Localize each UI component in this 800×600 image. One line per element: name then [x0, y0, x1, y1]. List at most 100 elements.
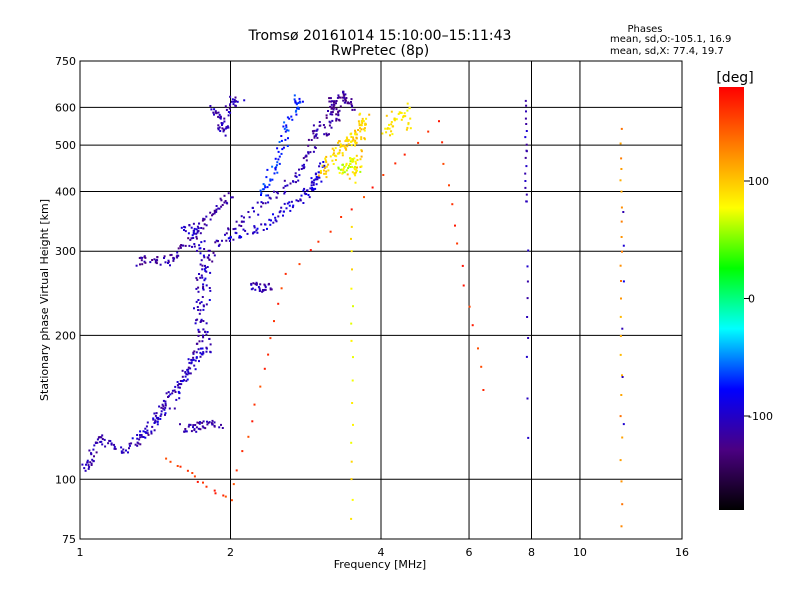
data-point	[202, 351, 205, 354]
data-point	[217, 127, 220, 130]
data-point	[354, 160, 357, 163]
data-point	[198, 222, 201, 225]
data-point	[195, 235, 198, 238]
data-point	[621, 436, 624, 439]
data-point	[337, 166, 340, 169]
data-point	[208, 249, 211, 252]
data-point	[360, 155, 363, 158]
data-point	[385, 114, 388, 117]
data-point	[226, 202, 229, 205]
data-point	[96, 438, 99, 441]
data-point	[354, 131, 357, 134]
data-point	[204, 277, 207, 280]
data-point	[156, 256, 159, 259]
data-point	[203, 279, 206, 282]
data-point	[264, 288, 267, 291]
data-point	[202, 283, 205, 286]
data-point	[325, 176, 328, 179]
data-point	[525, 193, 528, 196]
data-point	[214, 111, 217, 114]
data-point	[163, 255, 166, 258]
data-point	[227, 192, 230, 195]
data-point	[178, 397, 181, 400]
data-point	[303, 187, 306, 190]
data-point	[298, 174, 301, 177]
data-point	[316, 128, 319, 131]
data-point	[427, 130, 430, 133]
data-point	[337, 110, 340, 113]
data-point	[202, 328, 205, 331]
data-point	[351, 139, 354, 142]
data-point	[194, 359, 197, 362]
data-point	[269, 287, 272, 290]
data-point	[325, 161, 328, 164]
data-point	[183, 229, 185, 231]
data-point	[134, 443, 137, 446]
data-point	[215, 205, 218, 207]
data-point	[217, 244, 220, 247]
data-point	[350, 517, 353, 520]
data-point	[153, 412, 156, 415]
data-point	[352, 136, 354, 139]
data-point	[247, 211, 250, 213]
data-point	[264, 202, 267, 205]
data-point	[197, 309, 200, 311]
data-point	[193, 350, 196, 353]
data-point	[620, 236, 623, 238]
data-point	[329, 97, 332, 100]
data-point	[128, 444, 131, 447]
data-point	[178, 386, 181, 389]
data-point	[525, 130, 528, 132]
data-point	[337, 141, 339, 144]
data-point	[524, 99, 527, 102]
data-point	[282, 146, 285, 149]
data-point	[286, 116, 289, 119]
data-point	[451, 203, 454, 206]
data-point	[269, 337, 272, 340]
data-point	[292, 180, 295, 183]
data-point	[193, 364, 196, 367]
data-point	[266, 186, 269, 189]
data-point	[153, 258, 156, 261]
data-point	[199, 421, 201, 424]
data-point	[270, 219, 272, 222]
y-axis-label: Stationary phase Virtual Height [km]	[38, 199, 51, 401]
data-point	[284, 138, 287, 141]
data-point	[316, 136, 319, 139]
data-point	[159, 418, 162, 420]
data-point	[333, 103, 336, 106]
data-point	[201, 296, 204, 298]
data-point	[339, 96, 342, 99]
data-point	[234, 96, 237, 99]
data-point	[442, 162, 445, 165]
data-point	[233, 98, 236, 101]
data-point	[319, 170, 322, 172]
data-point	[218, 207, 221, 210]
data-point	[302, 202, 305, 204]
data-point	[620, 280, 622, 282]
data-point	[620, 480, 623, 483]
data-point	[351, 165, 353, 168]
data-point	[201, 340, 204, 343]
data-point	[344, 98, 347, 101]
data-point	[192, 358, 195, 361]
data-point	[300, 194, 303, 197]
data-point	[337, 94, 340, 97]
data-point	[312, 188, 315, 191]
data-point	[291, 206, 294, 209]
data-point	[192, 232, 195, 234]
data-point	[354, 139, 357, 142]
data-point	[198, 330, 201, 333]
data-point	[167, 260, 170, 263]
data-point	[280, 152, 283, 155]
data-point	[352, 160, 355, 163]
data-point	[184, 371, 187, 374]
data-point	[179, 246, 182, 249]
data-point	[172, 259, 175, 262]
data-point	[357, 120, 360, 123]
data-point	[324, 172, 327, 175]
data-point	[202, 426, 205, 429]
data-point	[393, 117, 396, 120]
data-point	[187, 232, 190, 235]
data-point	[157, 416, 160, 419]
